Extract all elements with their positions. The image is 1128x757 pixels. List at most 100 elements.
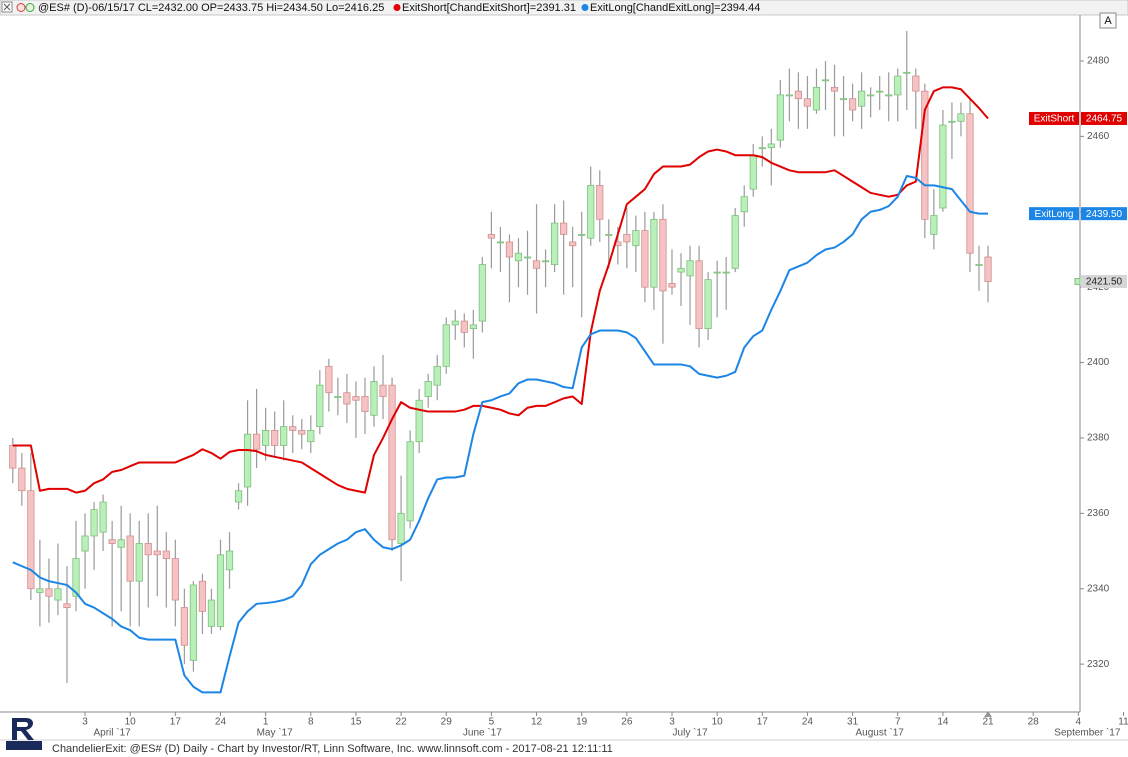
month-label: September `17 [1054,727,1121,739]
candle-body [262,430,270,446]
candle-body [668,282,676,288]
candle-body [325,365,333,394]
candle-body [307,430,315,443]
x-tick-label: 10 [712,717,724,728]
candle-body [54,588,62,601]
candle-body [560,222,568,235]
candle-body [848,98,857,111]
month-label: June `17 [463,727,502,739]
candle-body [460,320,468,333]
candle-body [298,430,306,435]
candle-body [153,550,161,556]
candle-body [713,271,721,274]
settings-button[interactable]: A [1099,12,1117,29]
candle-body [442,324,450,367]
candle-body [821,79,830,82]
candle-body [885,94,893,97]
month-label: August `17 [855,727,904,739]
candle-body [361,396,369,412]
candle-body [903,71,911,74]
candle-body [894,75,902,96]
candle-body [9,445,17,469]
candle-body [578,233,586,236]
button-box[interactable] [1099,12,1117,29]
candle-body [596,184,604,220]
y-tick-label: 2400 [1087,357,1110,368]
x-tick-label: 19 [576,717,588,728]
x-tick-label: 17 [757,717,769,728]
candle-body [81,535,89,552]
x-tick-label: 17 [170,717,182,728]
candle-body [839,98,848,101]
candle-body [623,233,631,243]
candle-body [253,433,261,450]
x-tick-label: 15 [350,717,362,728]
candle-body [587,184,595,239]
month-label: April `17 [94,727,132,739]
candle-body [18,467,26,492]
month-label: July `17 [673,727,708,739]
candle-body [496,241,505,244]
candle-body [939,124,947,209]
candle-body [632,230,640,247]
x-tick-label: 26 [621,717,633,728]
candle-body [135,543,143,582]
candle-body [198,580,207,612]
x-tick-label: 14 [937,717,949,728]
x-tick-label: 28 [1028,717,1040,728]
tag-name: ExitLong [1035,209,1074,220]
candle-body [316,384,324,428]
candle-body [180,607,188,646]
x-tick-label: 8 [308,717,314,728]
status-icon[interactable] [16,3,26,12]
candle-body [984,256,992,282]
logo [6,718,42,750]
candle-body [469,324,477,330]
candle-body [776,94,784,141]
candle-body [731,215,739,269]
logo-bar [6,741,42,750]
x-tick-label: 1 [263,717,269,728]
indicator-line [12,86,989,494]
x-tick-label: 24 [215,717,227,728]
candle-body [912,75,920,92]
candle-body [36,588,44,593]
candle-body [189,584,197,661]
candle-body [216,554,225,627]
price-tag [1081,111,1127,125]
candle-body [695,260,703,330]
candle-body [144,543,152,556]
candle-body [90,509,98,537]
candle-body [767,143,775,149]
header-bar [0,0,1128,16]
y-tick-label: 2360 [1087,508,1110,519]
tag-marker [1074,278,1081,286]
candle-body [352,396,360,401]
candle-body [605,233,613,236]
x-tick-label: 5 [489,717,495,728]
y-tick-label: 2320 [1087,659,1110,670]
candle-body [867,94,875,97]
indicator-line [12,174,989,694]
candle-body [45,588,53,597]
x-tick-label: 4 [1076,717,1082,728]
candle-body [379,384,387,397]
close-button[interactable] [1,1,13,13]
candle-body [930,215,938,235]
candle-body [650,218,658,288]
candle-body [370,381,378,416]
candle-body [830,86,839,92]
x-tick-label: 31 [847,717,859,728]
candle-body [424,381,432,397]
status-icon[interactable] [25,3,35,12]
close-cross [3,3,11,11]
candle-body [858,90,866,107]
candle-body [271,430,279,446]
candle-body [478,264,486,322]
candle-body [785,94,793,97]
candle-body [740,196,748,213]
candle-body [975,264,983,266]
button-label[interactable]: A [1104,15,1112,27]
